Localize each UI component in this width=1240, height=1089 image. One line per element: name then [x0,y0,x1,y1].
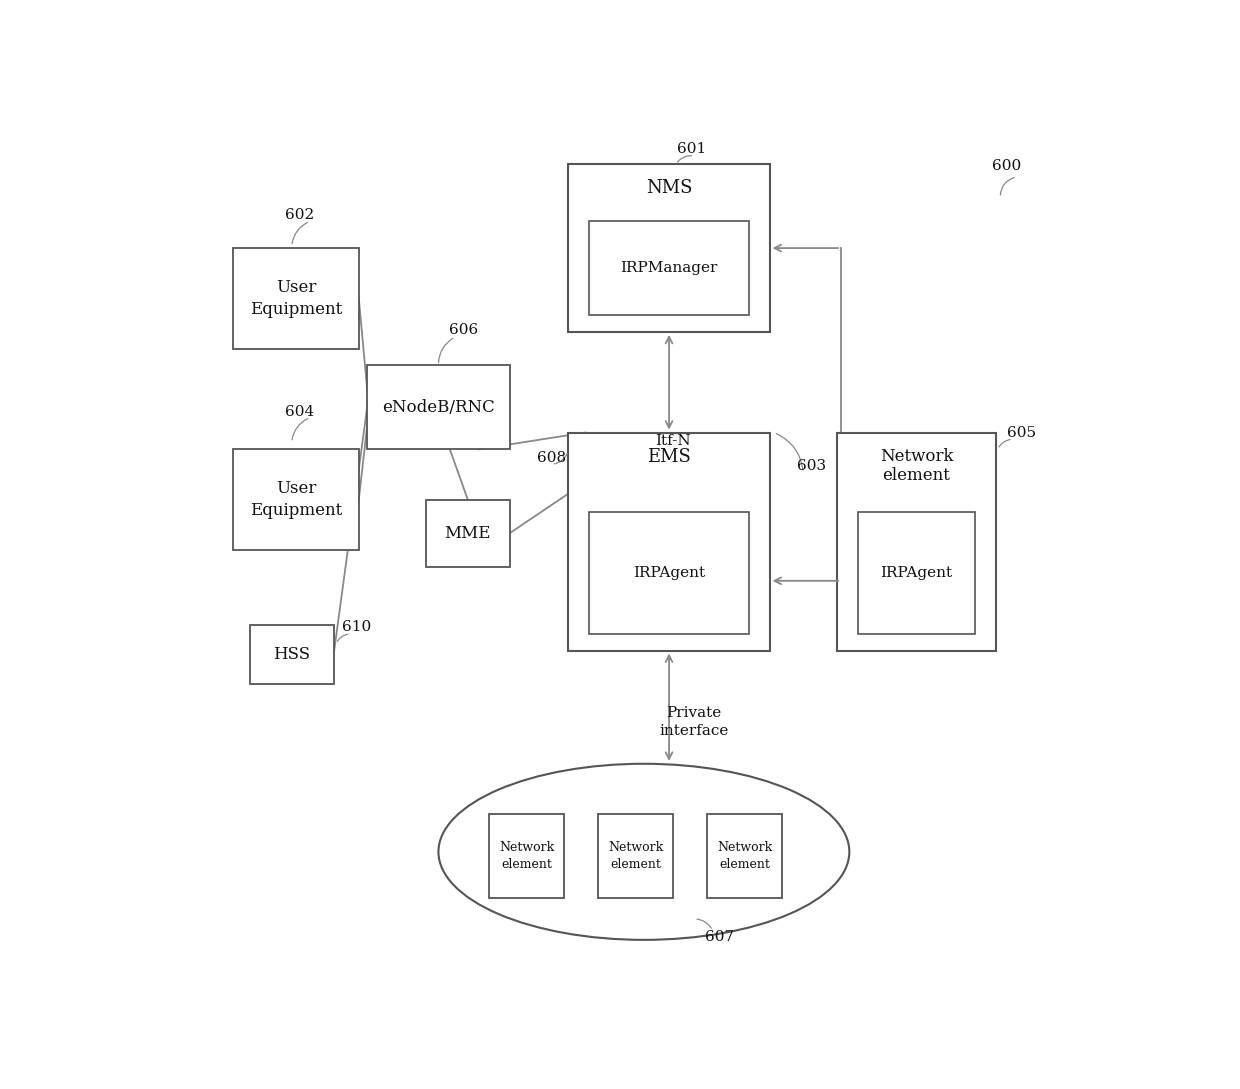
Ellipse shape [439,763,849,940]
Text: MME: MME [445,525,491,541]
Text: 608: 608 [537,451,567,465]
Text: 602: 602 [285,208,315,221]
Text: 610: 610 [342,620,372,634]
Bar [233,450,358,550]
Text: Network
element: Network element [879,448,954,485]
Bar [568,164,770,332]
Text: IRPAgent: IRPAgent [880,566,952,579]
Text: 606: 606 [449,323,479,338]
Text: Private
interface: Private interface [660,706,729,738]
Text: NMS: NMS [646,180,692,197]
Bar [425,500,510,566]
Bar [837,432,996,650]
Text: IRPManager: IRPManager [620,261,718,276]
Bar [707,815,782,898]
Text: Network
element: Network element [717,841,773,871]
Text: HSS: HSS [273,646,310,663]
Text: EMS: EMS [647,448,691,466]
Text: IRPAgent: IRPAgent [632,566,706,579]
Bar [233,248,358,348]
Bar [589,512,749,634]
Text: Network
element: Network element [608,841,663,871]
Text: Itf-N: Itf-N [656,433,691,448]
Text: User
Equipment: User Equipment [249,480,342,519]
Text: Network
element: Network element [498,841,554,871]
Text: eNodeB/RNC: eNodeB/RNC [382,399,495,416]
Text: 601: 601 [677,143,707,156]
Bar [598,815,673,898]
Bar [858,512,975,634]
Text: 600: 600 [992,159,1021,173]
Bar [249,625,334,684]
Text: 603: 603 [797,460,826,473]
Text: User
Equipment: User Equipment [249,279,342,318]
Bar [568,432,770,650]
Text: 604: 604 [285,405,315,418]
Text: 607: 607 [704,930,734,944]
Text: 605: 605 [1007,426,1035,440]
Bar [589,221,749,315]
Bar [489,815,564,898]
Bar [367,366,510,450]
